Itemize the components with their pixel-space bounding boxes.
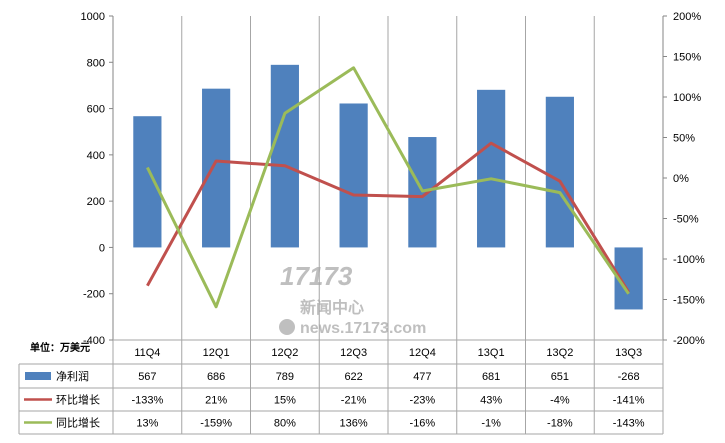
right-axis-tick-label: 150% <box>673 52 701 64</box>
watermark-url: news.17173.com <box>300 320 426 337</box>
left-axis-tick-label: 400 <box>87 150 105 162</box>
category-label: 13Q2 <box>546 347 573 359</box>
table-cell-value: 13% <box>136 418 158 430</box>
right-axis-tick-label: -150% <box>673 295 705 307</box>
table-cell-value: 651 <box>551 371 569 383</box>
left-axis-tick-label: 600 <box>87 104 105 116</box>
category-label: 13Q1 <box>478 347 505 359</box>
table-cell-value: -159% <box>200 418 232 430</box>
table-cell-value: 21% <box>205 395 227 407</box>
category-label: 12Q4 <box>409 347 436 359</box>
table-cell-value: -141% <box>613 395 645 407</box>
watermark-brand: 17173 <box>280 261 353 291</box>
table-cell-value: 15% <box>274 395 296 407</box>
left-axis-tick-label: 800 <box>87 57 105 69</box>
table-cell-value: 681 <box>482 371 500 383</box>
table-cell-value: 477 <box>413 371 431 383</box>
left-axis-tick-label: 200 <box>87 196 105 208</box>
right-axis-tick-label: -50% <box>673 214 699 226</box>
table-cell-value: -23% <box>410 395 436 407</box>
category-label: 11Q4 <box>134 347 160 359</box>
right-axis-tick-label: -200% <box>673 335 705 347</box>
category-label: 12Q1 <box>203 347 230 359</box>
bar-net-profit <box>545 96 574 248</box>
bar-net-profit <box>477 89 506 248</box>
table-cell-value: 567 <box>138 371 156 383</box>
right-axis-tick-label: -100% <box>673 254 705 266</box>
line-yoy-growth <box>146 66 630 309</box>
bar-net-profit <box>202 88 231 248</box>
line-qoq-growth <box>146 141 630 293</box>
table-cell-value: 80% <box>274 418 296 430</box>
right-axis-tick-label: 200% <box>673 11 701 23</box>
category-label: 13Q3 <box>615 347 642 359</box>
legend-label: 净利润 <box>56 369 89 383</box>
table-cell-value: -16% <box>410 418 436 430</box>
category-label: 12Q3 <box>340 347 367 359</box>
legend-label: 环比增长 <box>56 393 100 407</box>
bar-net-profit <box>133 116 162 248</box>
watermark-cn: 新闻中心 <box>300 298 364 317</box>
table-cell-value: 43% <box>480 395 502 407</box>
table-cell-value: -4% <box>550 395 570 407</box>
table-cell-value: -21% <box>341 395 367 407</box>
left-axis-tick-label: -400 <box>83 335 105 347</box>
table-cell-value: -268 <box>618 371 640 383</box>
legend-swatch-net-profit <box>25 372 51 380</box>
table-cell-value: -18% <box>547 418 573 430</box>
table-cell-value: 622 <box>344 371 362 383</box>
table-cell-value: 136% <box>340 418 368 430</box>
table-cell-value: -1% <box>481 418 501 430</box>
table-cell-value: 686 <box>207 371 225 383</box>
left-axis-tick-label: 0 <box>99 242 105 254</box>
legend-label: 同比增长 <box>56 416 100 430</box>
right-axis-tick-label: 0% <box>673 173 689 185</box>
watermark-logo-icon <box>279 319 295 335</box>
left-axis-tick-label: -200 <box>83 289 105 301</box>
right-axis-tick-label: 50% <box>673 133 695 145</box>
table-cell-value: -143% <box>613 418 645 430</box>
table-cell-value: 789 <box>276 371 294 383</box>
category-label: 12Q2 <box>271 347 298 359</box>
table-cell-value: -133% <box>131 395 163 407</box>
left-axis-tick-label: 1000 <box>81 11 105 23</box>
right-axis-tick-label: 100% <box>673 92 701 104</box>
bar-net-profit <box>339 103 368 248</box>
unit-label: 单位：万美元 <box>30 341 90 354</box>
bar-net-profit <box>270 64 299 248</box>
